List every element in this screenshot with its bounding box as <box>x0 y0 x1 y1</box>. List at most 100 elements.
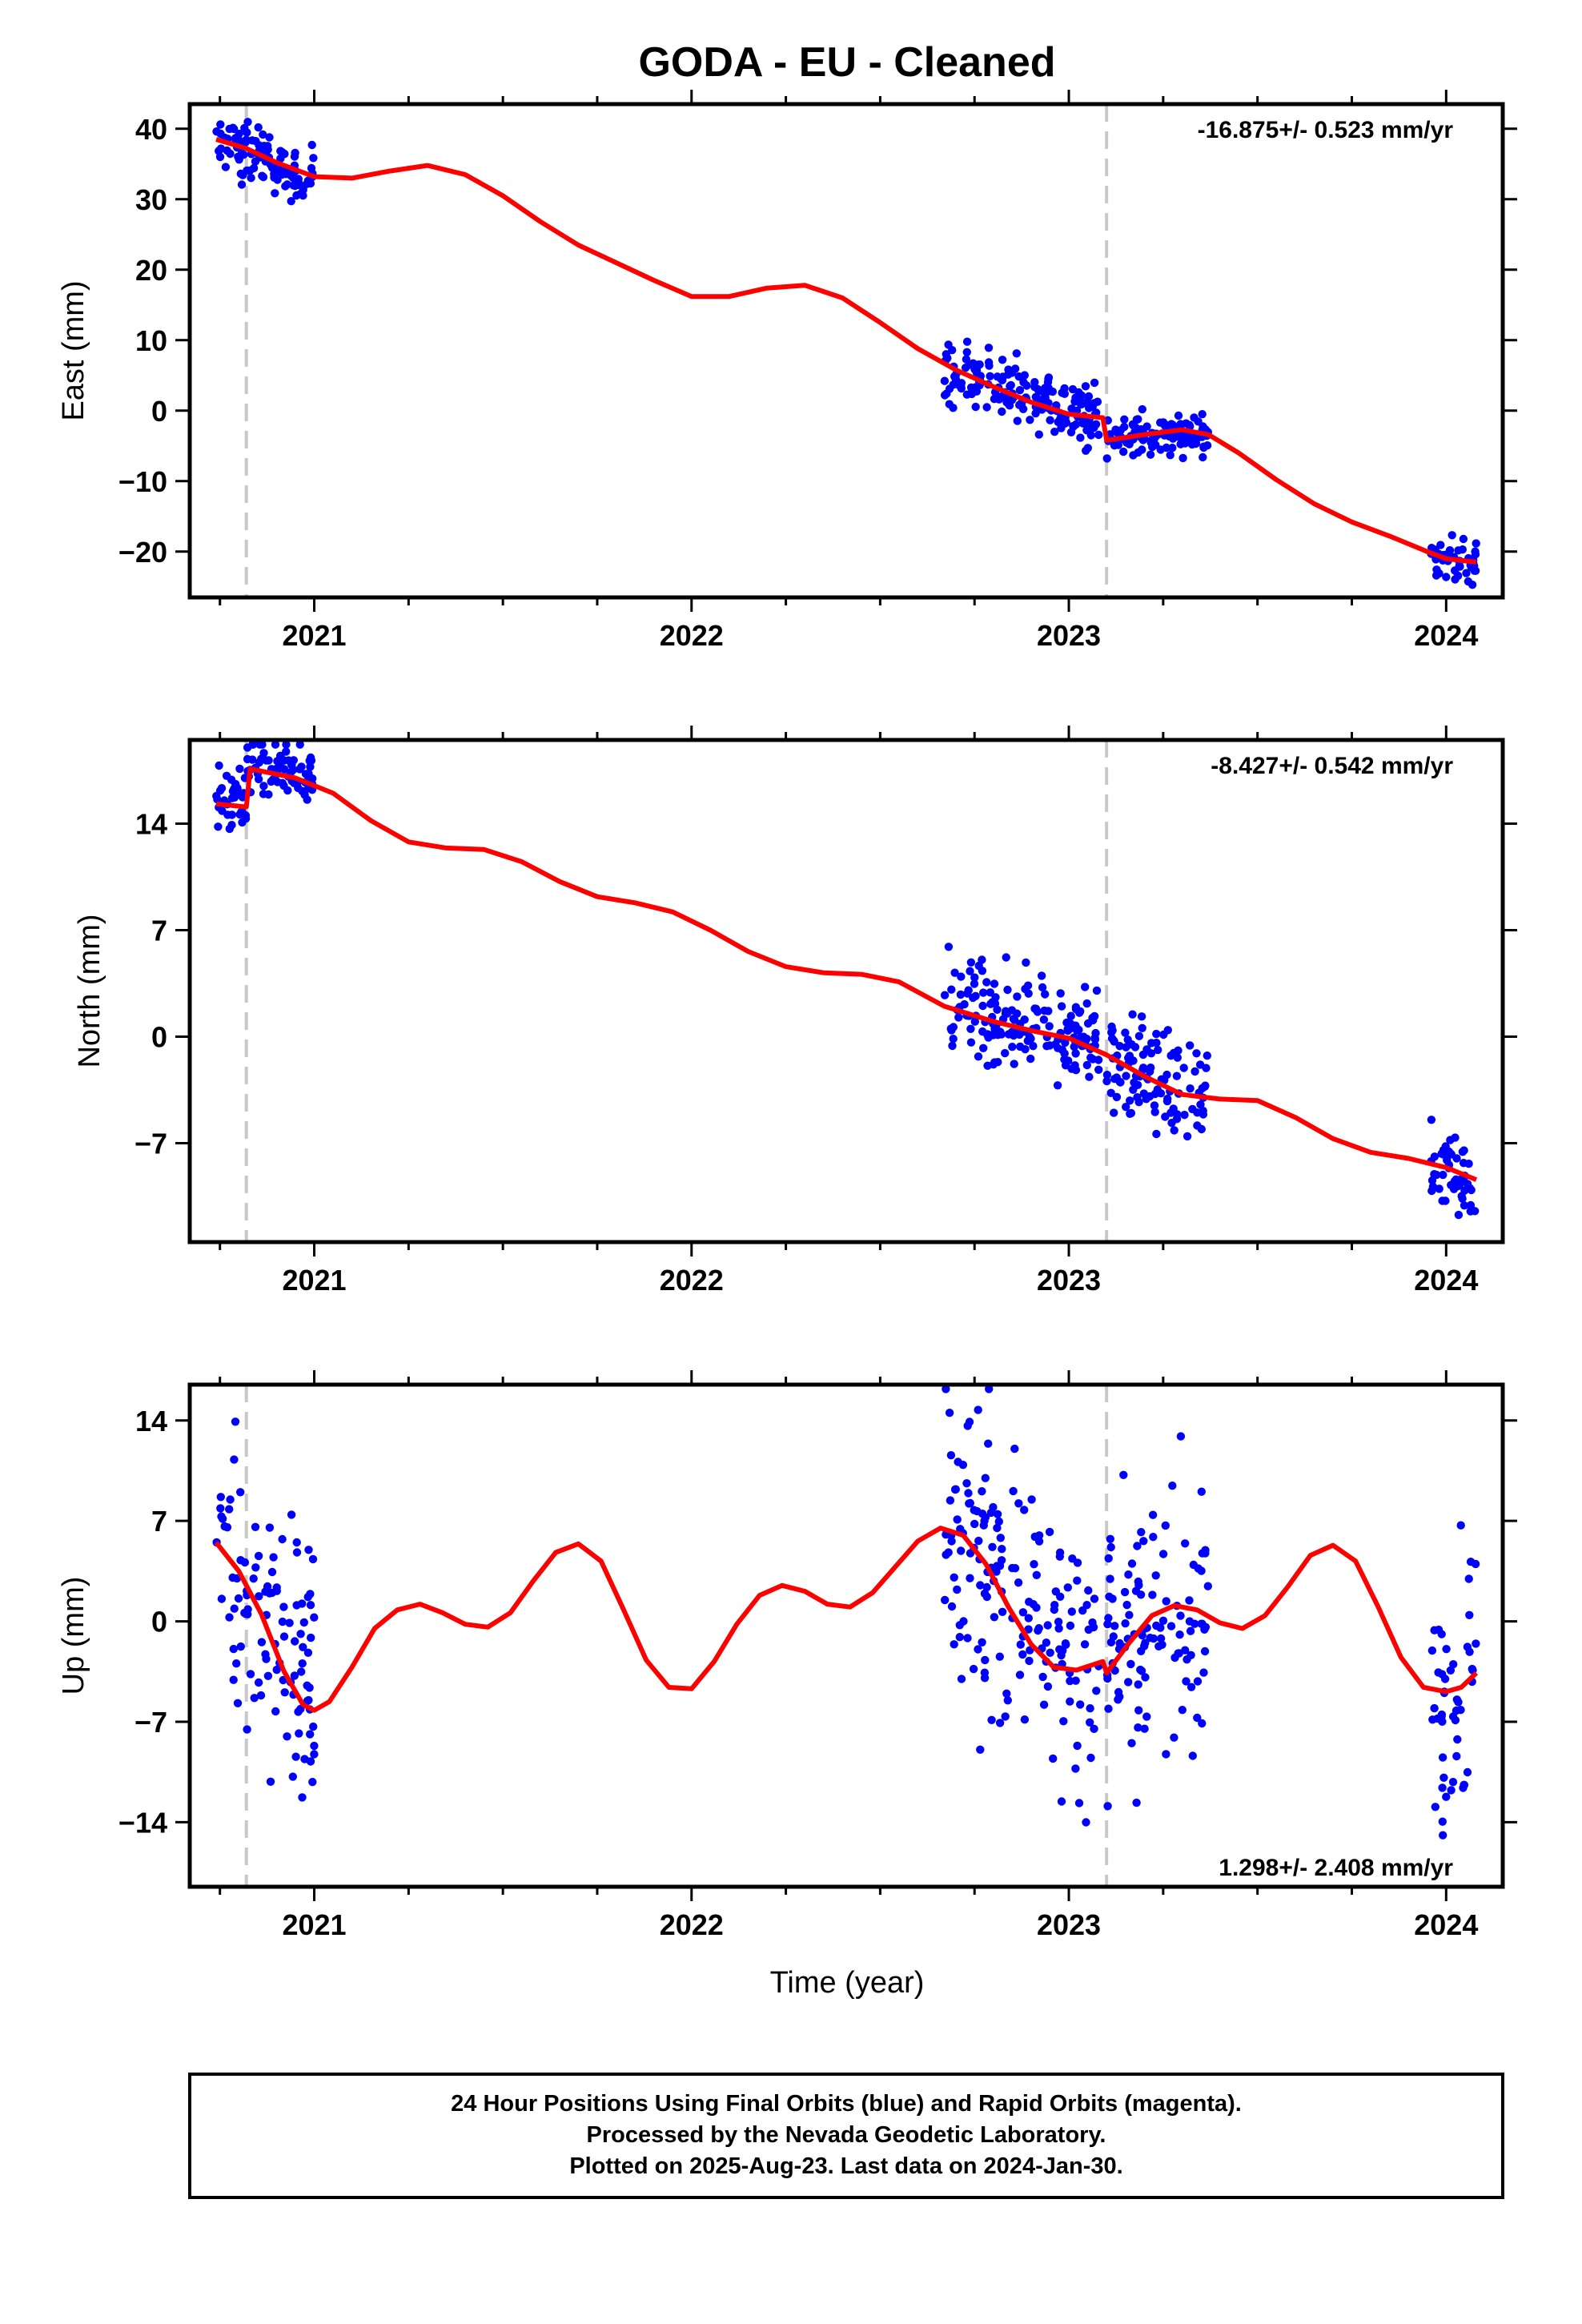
data-point <box>1086 1753 1095 1763</box>
data-point <box>1460 1201 1469 1210</box>
data-point <box>1170 1126 1178 1135</box>
data-point <box>1082 1060 1092 1070</box>
data-point <box>1199 1668 1208 1677</box>
data-point <box>994 395 1004 404</box>
data-point <box>243 754 252 764</box>
data-point <box>969 359 978 368</box>
footer-box <box>188 2073 1504 2199</box>
data-point <box>1134 1031 1144 1041</box>
data-point <box>1454 546 1463 555</box>
data-point <box>296 189 305 199</box>
data-point <box>1082 1601 1091 1610</box>
data-point <box>1448 1778 1458 1787</box>
data-point <box>1081 983 1090 991</box>
data-point <box>297 1667 306 1676</box>
data-point <box>278 1617 287 1626</box>
y-tick-label: 7 <box>151 1505 167 1538</box>
data-point <box>1198 1084 1207 1093</box>
data-point <box>1034 384 1042 394</box>
data-point <box>1427 1176 1437 1185</box>
data-point <box>1108 1594 1117 1603</box>
data-point <box>262 1655 271 1663</box>
y-tick-label: −7 <box>135 1706 167 1739</box>
data-point <box>282 740 291 749</box>
y-tick-label: 10 <box>135 324 167 357</box>
data-point <box>988 1542 997 1552</box>
data-point <box>953 1515 962 1524</box>
data-point <box>1159 1030 1168 1039</box>
data-point <box>1034 430 1044 439</box>
data-point <box>1178 1706 1187 1715</box>
data-point <box>1123 1035 1132 1044</box>
data-point <box>980 1589 990 1598</box>
data-point <box>1441 1196 1450 1205</box>
data-point <box>1056 989 1065 998</box>
y-axis-label: East (mm) <box>57 280 90 420</box>
x-tick-label: 2024 <box>1414 1908 1478 1941</box>
data-point <box>304 1695 313 1705</box>
data-point <box>976 1745 985 1754</box>
data-point <box>1130 1043 1140 1051</box>
data-point <box>1200 1647 1210 1656</box>
data-point <box>307 140 316 150</box>
data-point <box>1460 1780 1469 1790</box>
data-point <box>251 137 260 146</box>
data-point <box>225 824 234 834</box>
data-point <box>217 1594 227 1603</box>
data-point <box>1201 1549 1210 1558</box>
data-point <box>272 1665 281 1675</box>
data-point <box>1148 1510 1158 1519</box>
data-point <box>1002 1007 1010 1015</box>
data-point <box>1124 1678 1133 1687</box>
data-point <box>1010 364 1020 373</box>
data-point <box>1045 1527 1054 1537</box>
data-point <box>963 1634 972 1642</box>
data-point <box>970 1506 978 1514</box>
data-point <box>1447 1786 1456 1795</box>
data-point <box>1009 1486 1018 1496</box>
data-point <box>1470 566 1480 575</box>
data-point <box>246 1670 255 1679</box>
data-point <box>982 978 991 987</box>
data-point <box>1026 1054 1035 1063</box>
data-point <box>1055 1552 1065 1561</box>
data-point <box>305 1683 314 1692</box>
data-point <box>962 1479 971 1488</box>
model-curve <box>214 1526 1479 1713</box>
data-point <box>308 1778 317 1787</box>
data-point <box>1137 1528 1146 1537</box>
data-point <box>941 1595 950 1605</box>
data-point <box>995 1652 1005 1661</box>
data-point <box>292 1538 301 1547</box>
data-point <box>972 387 982 396</box>
data-point <box>945 1409 954 1417</box>
data-point <box>976 1581 985 1590</box>
data-point <box>306 1730 315 1739</box>
data-points <box>212 1385 1480 1839</box>
data-point <box>946 1451 956 1460</box>
data-point <box>1026 416 1034 424</box>
data-point <box>1067 1064 1076 1073</box>
data-point <box>1115 1077 1125 1087</box>
data-point <box>942 1385 950 1393</box>
data-point <box>298 1793 307 1802</box>
data-point <box>262 756 271 765</box>
data-point <box>971 402 980 412</box>
data-point <box>289 181 298 190</box>
data-point <box>308 1554 318 1564</box>
data-point <box>1049 1754 1058 1763</box>
data-point <box>306 1757 315 1766</box>
data-point <box>1106 1638 1116 1647</box>
data-point <box>1160 421 1170 430</box>
data-point <box>998 1545 1006 1554</box>
data-point <box>233 784 242 793</box>
data-point <box>1018 1650 1027 1659</box>
data-point <box>1161 1521 1170 1530</box>
data-point <box>987 1715 996 1724</box>
data-point <box>278 1534 287 1544</box>
data-point <box>216 1504 225 1513</box>
data-point <box>1115 1042 1124 1051</box>
data-point <box>243 743 252 752</box>
data-point <box>981 1655 990 1665</box>
data-point <box>984 358 994 367</box>
